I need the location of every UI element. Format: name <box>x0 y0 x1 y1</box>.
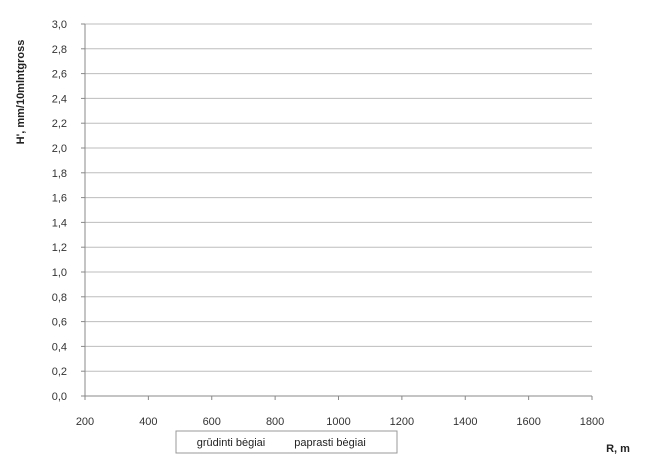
y-tick-label: 2,6 <box>52 69 67 81</box>
y-tick-label: 3,0 <box>52 19 67 31</box>
y-tick-label: 0,8 <box>52 292 67 304</box>
y-tick-label: 1,2 <box>52 242 67 254</box>
y-tick-label: 2,8 <box>52 44 67 56</box>
axis-layer: 0,0 0,2 0,4 0,6 0,8 1,0 1,2 1,4 1,6 1,8 2,0 2,2 2,4 2… <box>52 19 605 428</box>
x-tick-label: 200 <box>76 416 94 428</box>
y-tick-label: 0,0 <box>52 391 67 403</box>
legend-item-grudinti: grūdinti bėgiai <box>197 437 266 449</box>
x-tick-label: 1400 <box>453 416 477 428</box>
x-tick-label: 400 <box>139 416 157 428</box>
y-tick-label: 0,6 <box>52 317 67 329</box>
x-tick-label: 600 <box>203 416 221 428</box>
y-axis-title: H', mm/10mlntgross <box>15 40 27 145</box>
legend-item-paprasti: paprasti bėgiai <box>294 437 366 449</box>
x-tick-label: 1600 <box>516 416 540 428</box>
y-tick-label: 1,0 <box>52 267 67 279</box>
x-axis-title: R, m <box>606 443 630 455</box>
y-tick-label: 1,6 <box>52 193 67 205</box>
grid-layer <box>85 23 592 397</box>
legend-box <box>175 430 398 454</box>
y-tick-label: 2,2 <box>52 118 67 130</box>
x-tick-label: 800 <box>266 416 284 428</box>
y-tick-label: 0,2 <box>52 366 67 378</box>
x-tick-label: 1200 <box>390 416 414 428</box>
y-tick-label: 2,0 <box>52 143 67 155</box>
legend: grūdinti bėgiai paprasti bėgiai <box>175 430 398 454</box>
y-tick-label: 0,4 <box>52 341 67 353</box>
x-tick-label: 1800 <box>580 416 604 428</box>
x-tick-label: 1000 <box>326 416 350 428</box>
y-tick-label: 1,8 <box>52 168 67 180</box>
y-tick-label: 1,4 <box>52 217 67 229</box>
y-tick-label: 2,4 <box>52 93 67 105</box>
